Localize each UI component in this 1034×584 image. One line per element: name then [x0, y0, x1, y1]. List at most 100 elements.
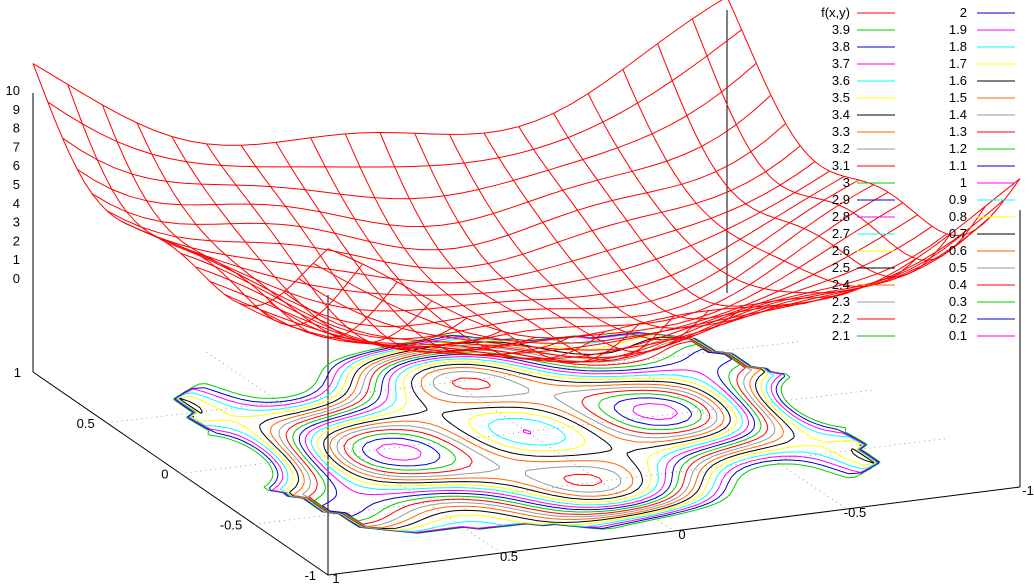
surface-line-x-17: [622, 69, 917, 288]
contour-level-3: [292, 344, 762, 522]
legend-label: 2.9: [832, 192, 850, 207]
legend-label: 3.9: [832, 22, 850, 37]
x-tick-label: 0: [678, 527, 685, 542]
contour-level-2.8: [304, 356, 749, 508]
legend-label: 0.3: [949, 294, 967, 309]
contour-layer: [173, 331, 881, 534]
z-tick-label: 9: [13, 102, 20, 117]
contour-level-2.3: [336, 370, 718, 493]
surface-line-x-20: [727, 0, 1021, 237]
y-tick-label: 1: [14, 365, 21, 380]
y-tick-label: 0: [161, 467, 168, 482]
legend-label: 3.2: [832, 141, 850, 156]
legend-label: 3.3: [832, 124, 850, 139]
surface-line-y-1: [47, 29, 742, 168]
legend-label: 1.7: [949, 56, 967, 71]
legend-label: 2.4: [832, 277, 850, 292]
contour-level-1.9: [375, 403, 679, 461]
surface-line-x-18: [657, 43, 952, 278]
surface-line-y-16: [268, 234, 962, 363]
z-tick-label: 4: [13, 196, 20, 211]
legend-label: 1.2: [949, 141, 967, 156]
contour-level-3.7: [175, 332, 878, 533]
surface-line-y-15: [254, 233, 948, 363]
surface-line-y-19: [312, 198, 1006, 344]
legend-label: 3.5: [832, 90, 850, 105]
z-tick-label: 8: [13, 121, 20, 136]
axes-layer: [32, 10, 1021, 576]
legend-label: 0.1: [949, 328, 967, 343]
contour-level-2.1: [352, 393, 702, 471]
surface-line-y-10: [180, 184, 874, 340]
legend-label: 3.4: [832, 107, 850, 122]
legend-label: 2.1: [832, 328, 850, 343]
z-tick-label: 1: [13, 252, 20, 267]
surface-line-y-13: [224, 214, 918, 356]
z-tick-label: 10: [6, 83, 20, 98]
surface-line-x-19: [691, 18, 986, 261]
legend-label: 2.7: [832, 226, 850, 241]
legend-label: 2.5: [832, 260, 850, 275]
legend-label: 1: [960, 175, 967, 190]
legend-label: 2.6: [832, 243, 850, 258]
surface-line-x-11: [414, 133, 709, 353]
surface-line-x-14: [518, 126, 813, 320]
z-tick-label: 3: [13, 215, 20, 230]
legend-label: 2: [960, 5, 967, 20]
legend-label: 1.5: [949, 90, 967, 105]
surface-line-x-6: [240, 145, 536, 354]
legend-label: 1.1: [949, 158, 967, 173]
contour-level-3.8: [174, 332, 880, 534]
legend-label: 0.6: [949, 243, 967, 258]
z-tick-label: 2: [13, 233, 20, 248]
surface-line-x-0: [32, 63, 329, 307]
surface-line-x-8: [310, 137, 606, 361]
surface-mesh: [32, 0, 1021, 364]
legend: f(x,y) 3.9 3.8 3.7 3.6 3.5 3.4 3.3 3.2 3.1 3 2.9 2.8…: [821, 5, 1015, 343]
legend-label: 1.9: [949, 22, 967, 37]
legend-label: 0.2: [949, 311, 967, 326]
legend-label: 0.5: [949, 260, 967, 275]
z-tick-label: 0: [13, 271, 20, 286]
legend-label: 3: [843, 175, 850, 190]
contour-level-2.6: [317, 360, 737, 503]
legend-label: 0.4: [949, 277, 967, 292]
legend-label: 2.3: [832, 294, 850, 309]
grid-line-x-1: [379, 332, 675, 532]
contour-level-3.4: [179, 336, 875, 529]
contour-level-2: [362, 397, 692, 467]
legend-label: 1.3: [949, 124, 967, 139]
surface-line-y-14: [239, 225, 933, 360]
surface-line-x-16: [587, 93, 882, 294]
x-tick-label: 0.5: [500, 549, 518, 564]
legend-label: 1.8: [949, 39, 967, 54]
legend-label: 1.6: [949, 73, 967, 88]
surface-line-y-6: [121, 161, 816, 284]
z-tick-label: 7: [13, 139, 20, 154]
surface-line-y-11: [195, 191, 889, 348]
y-tick-label: -1: [304, 568, 316, 583]
legend-label: 2.8: [832, 209, 850, 224]
surface-line-y-20: [327, 178, 1021, 339]
surface-line-x-13: [483, 132, 779, 329]
surface-line-x-15: [553, 113, 848, 307]
contour-level-2.9: [298, 348, 756, 517]
contour-level-2.5: [323, 363, 731, 500]
y-tick-label: -0.5: [220, 517, 242, 532]
legend-label: 2.2: [832, 311, 850, 326]
contour-level-2.7: [310, 358, 744, 506]
z-tick-label: 5: [13, 177, 20, 192]
x-tick-label: -0.5: [844, 505, 866, 520]
surface-line-y-2: [62, 62, 757, 200]
legend-label: 0.8: [949, 209, 967, 224]
surface-line-y-18: [298, 216, 992, 351]
y-tick-label: 0.5: [77, 416, 95, 431]
legend-label: 3.6: [832, 73, 850, 88]
legend-label: 1.4: [949, 107, 967, 122]
surface-line-x-5: [206, 143, 502, 349]
base-edge-front-right: [327, 486, 1021, 576]
legend-label: 3.8: [832, 39, 850, 54]
x-tick-label: -1: [1022, 483, 1034, 498]
x-tick-label: 1: [332, 571, 339, 584]
